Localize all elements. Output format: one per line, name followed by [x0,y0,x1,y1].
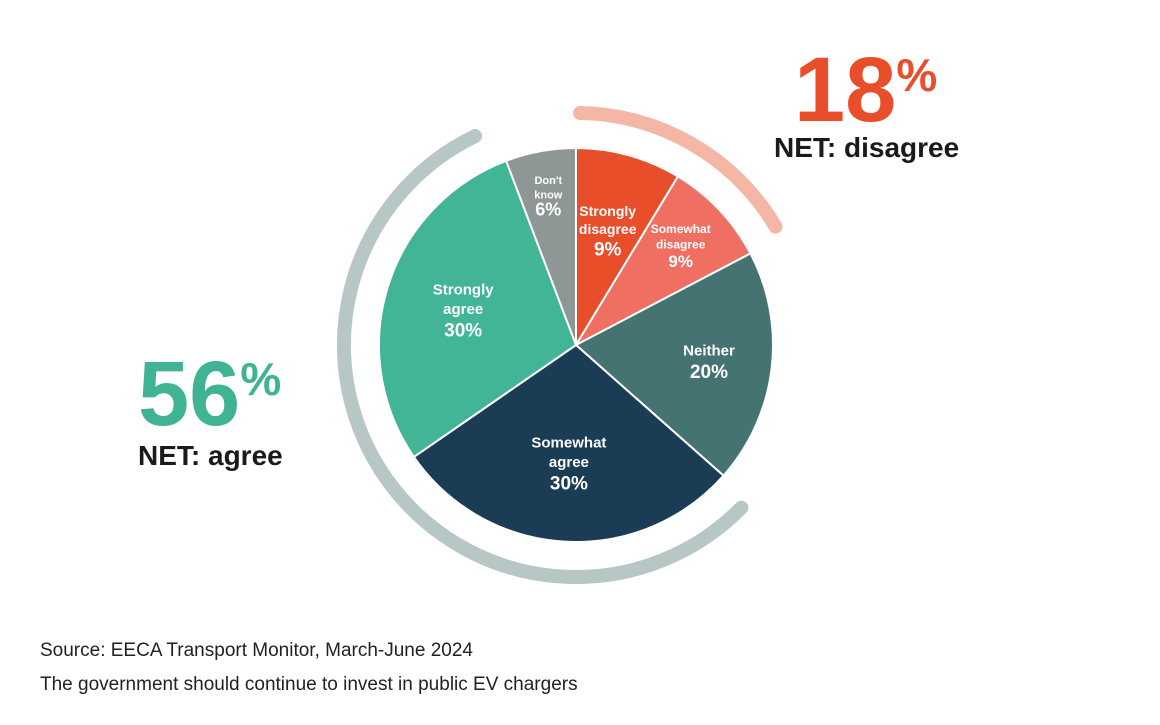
value-label-strongly-disagree: 9% [594,239,622,260]
slice-strongly-agree [378,159,577,458]
net-disagree-label: NET: disagree [774,132,960,163]
value-label-dont-know: 6% [535,200,561,220]
chart-source: Source: EECA Transport Monitor, March-Ju… [40,640,473,661]
value-label-strongly-agree: 30% [444,320,482,341]
net-agree-value: 56 [138,343,241,445]
value-label-somewhat-disagree: 9% [668,252,693,271]
value-label-somewhat-agree: 30% [550,473,588,494]
slice-dont-know [505,147,577,346]
slice-somewhat-agree [412,344,725,543]
label-somewhat-agree-line-1: Somewhat [531,435,606,452]
net-agree-callout: 56% NET: agree [138,348,283,472]
net-disagree-arc [573,106,783,234]
slice-somewhat-disagree [575,175,752,346]
net-agree-percent-sign: % [240,353,282,405]
net-agree-label: NET: agree [138,440,283,471]
value-label-neither: 20% [690,362,728,383]
label-strongly-agree-line-1: Strongly [433,281,494,298]
net-disagree-callout: 18% NET: disagree [774,44,959,164]
chart-title: The government should continue to invest… [40,674,578,695]
label-somewhat-agree-line-2: agree [549,454,589,471]
label-dont-know-line-1: Don't [534,175,562,187]
label-somewhat-disagree-line-1: Somewhat [651,222,711,236]
net-disagree-value: 18 [794,39,897,141]
label-dont-know-line-2: know [534,190,563,202]
net-disagree-percent-sign: % [896,49,938,101]
label-strongly-disagree-line-1: Strongly [579,203,636,219]
net-agree-arc [337,129,749,584]
slice-neither [575,252,774,477]
slice-strongly-disagree [575,147,679,346]
label-strongly-agree-line-2: agree [443,301,483,318]
label-somewhat-disagree-line-2: disagree [656,238,706,252]
label-strongly-disagree-line-2: disagree [579,221,637,237]
label-neither-line-1: Neither [683,343,735,360]
